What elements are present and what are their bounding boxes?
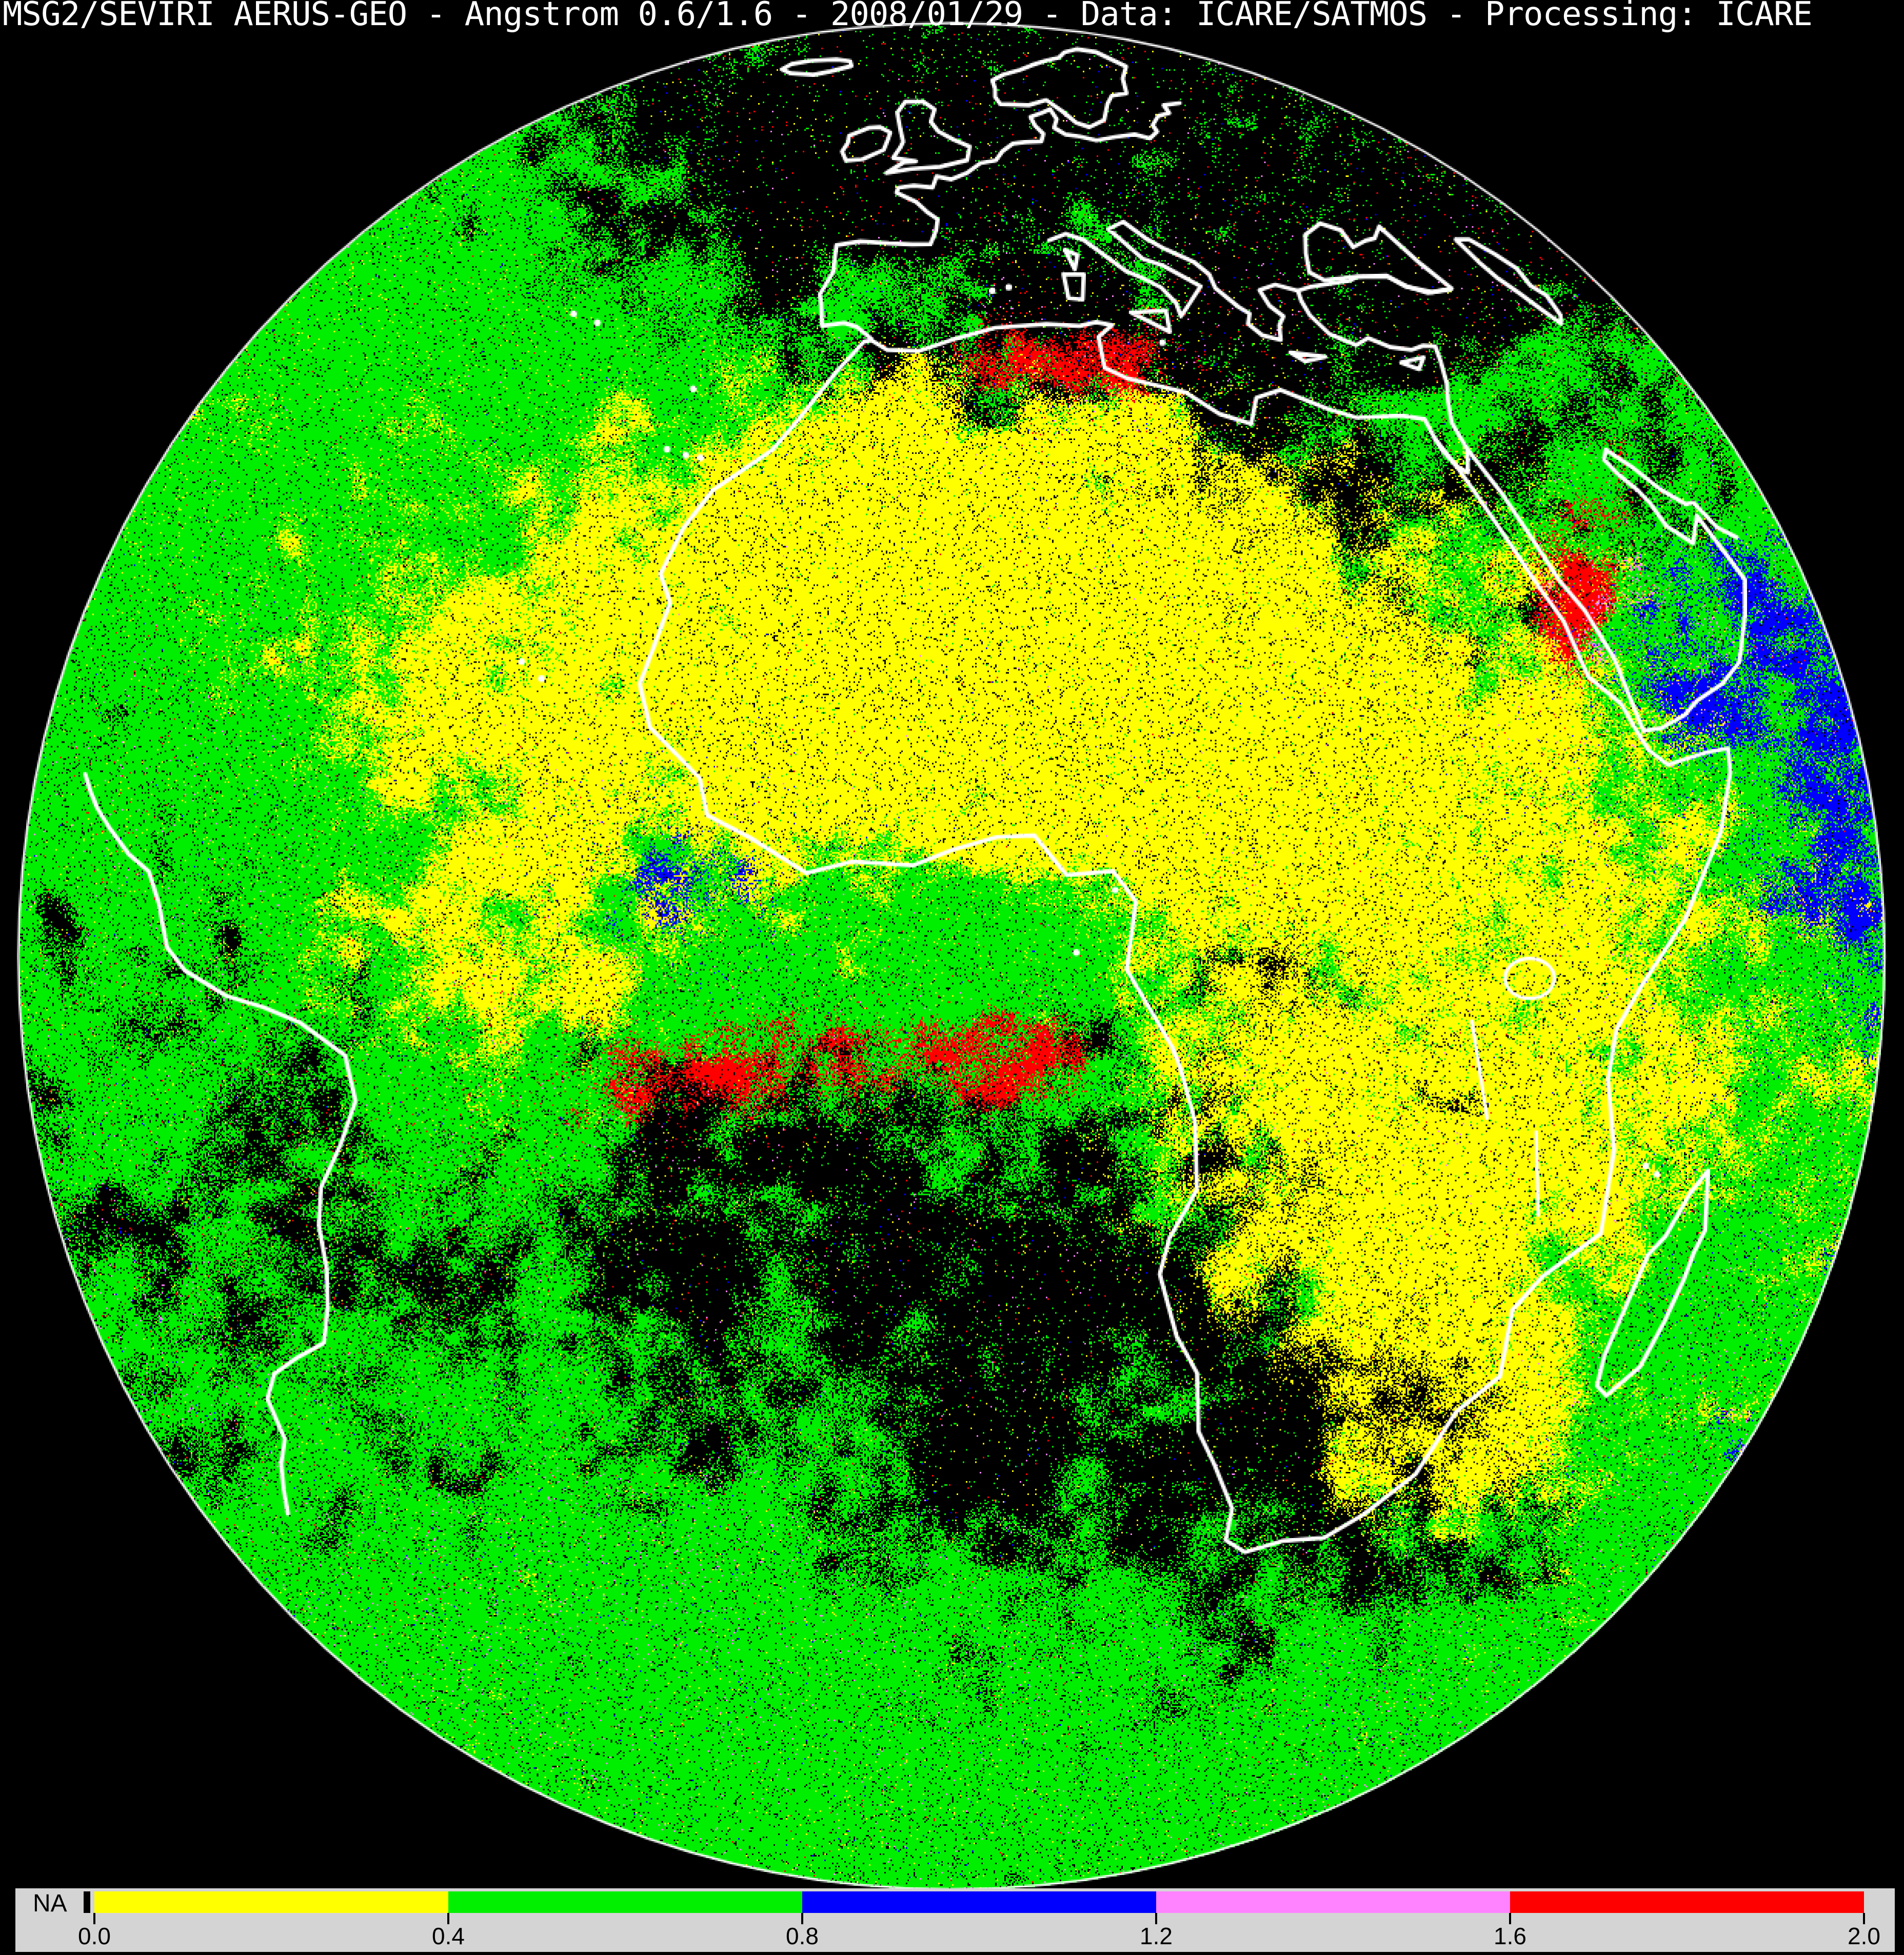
colorbar-segment-0-0.4 bbox=[94, 1891, 448, 1913]
colorbar-tick-label-1.6: 1.6 bbox=[1494, 1923, 1526, 1949]
colorbar-tick-label-0.8: 0.8 bbox=[786, 1923, 819, 1949]
colorbar-tick-0.4 bbox=[447, 1913, 449, 1924]
colorbar-tick-0.8 bbox=[801, 1913, 803, 1924]
colorbar-tick-label-2.0: 2.0 bbox=[1848, 1923, 1880, 1949]
colorbar-tick-0.0 bbox=[93, 1913, 95, 1924]
colorbar-na-label: NA bbox=[33, 1890, 67, 1917]
colorbar-segment-0.8-1.2 bbox=[802, 1891, 1156, 1913]
colorbar-tick-label-0.0: 0.0 bbox=[78, 1923, 111, 1949]
colorbar-tick-label-0.4: 0.4 bbox=[432, 1923, 465, 1949]
title-bar: MSG2/SEVIRI AERUS-GEO - Angstrom 0.6/1.6… bbox=[0, 0, 1904, 33]
colorbar-tick-label-1.2: 1.2 bbox=[1140, 1923, 1173, 1949]
colorbar-tick-2.0 bbox=[1863, 1913, 1865, 1924]
colorbar-na-swatch bbox=[84, 1891, 90, 1913]
colorbar-segment-0.4-0.8 bbox=[448, 1891, 802, 1913]
colorbar-segment-1.6-2 bbox=[1510, 1891, 1864, 1913]
page-title: MSG2/SEVIRI AERUS-GEO - Angstrom 0.6/1.6… bbox=[3, 0, 1813, 33]
colorbar-segment-1.2-1.6 bbox=[1156, 1891, 1510, 1913]
colorbar-track bbox=[94, 1891, 1864, 1913]
colorbar-tick-1.6 bbox=[1509, 1913, 1511, 1924]
colorbar-tick-1.2 bbox=[1155, 1913, 1157, 1924]
colorbar-panel: NA 0.0 0.4 0.8 1.2 1.6 2.0 bbox=[15, 1888, 1895, 1952]
